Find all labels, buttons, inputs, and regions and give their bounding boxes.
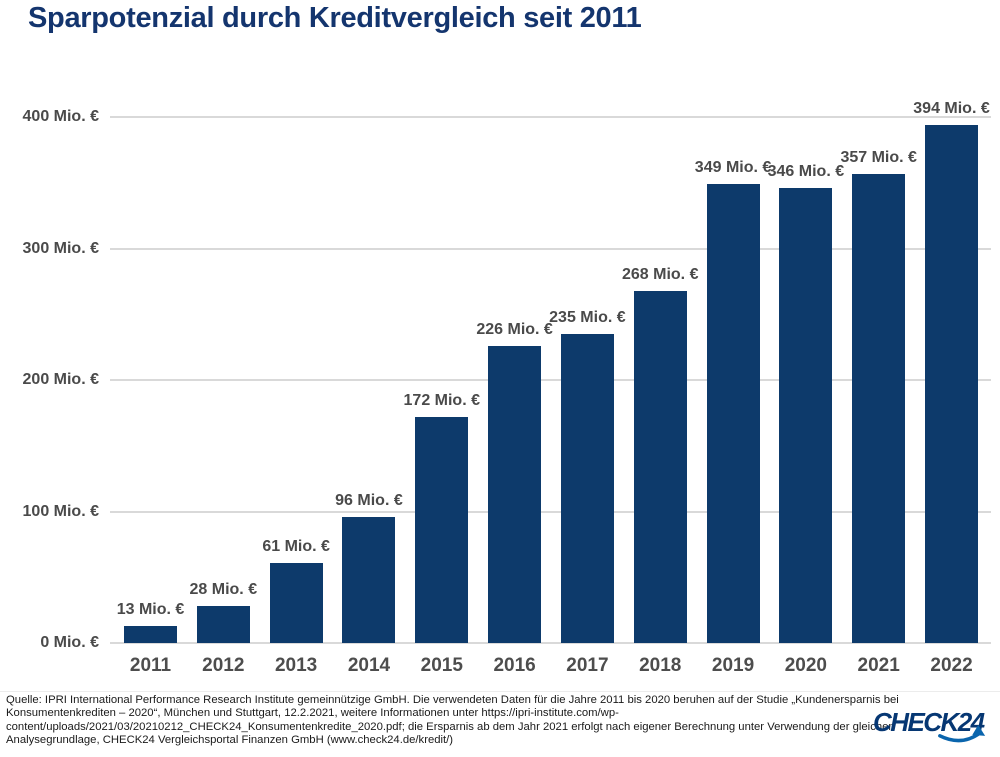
bar-value-label: 13 Mio. € (116, 600, 185, 618)
bar-value-label: 268 Mio. € (621, 265, 699, 283)
source-line: Analysegrundlage, CHECK24 Vergleichsport… (6, 734, 454, 747)
bar-value-label: 172 Mio. € (403, 391, 480, 409)
bar (706, 184, 760, 643)
x-axis-tick-label: 2022 (930, 655, 973, 676)
bar-value-label: 357 Mio. € (840, 148, 917, 166)
bar-value-label: 61 Mio. € (262, 537, 330, 555)
check24-logo: CHECK24 (872, 702, 992, 752)
source-line: Konsumentenkrediten – 2020“, München und… (6, 707, 619, 720)
bar (269, 562, 323, 643)
bar-value-label: 28 Mio. € (189, 581, 258, 599)
source-text: Quelle: IPRI International Performance R… (6, 694, 899, 748)
y-axis-tick-label: 0 Mio. € (40, 634, 99, 651)
logo-text: CHECK24 (873, 707, 986, 737)
y-axis-tick-label: 200 Mio. € (22, 371, 99, 388)
page-title: Sparpotenzial durch Kreditvergleich seit… (28, 2, 642, 34)
x-axis-tick-label: 2021 (857, 655, 900, 676)
source-line: Quelle: IPRI International Performance R… (6, 694, 899, 706)
bar (196, 606, 250, 643)
bar (779, 188, 833, 643)
bar (488, 345, 542, 643)
x-axis-tick-label: 2020 (784, 655, 828, 676)
source-line: content/uploads/2021/03/20210212_CHECK24… (6, 720, 895, 733)
bar-value-label: 394 Mio. € (913, 99, 990, 117)
bar-value-label: 96 Mio. € (335, 491, 403, 509)
y-axis-tick-label: 400 Mio. € (22, 108, 99, 125)
y-axis-tick-label: 300 Mio. € (22, 239, 99, 257)
x-axis-tick-label: 2013 (274, 655, 318, 676)
x-axis-tick-label: 2014 (347, 655, 391, 676)
bar (560, 333, 614, 643)
x-axis-tick-label: 2018 (639, 655, 682, 676)
grid-line (110, 642, 991, 644)
bar (633, 290, 687, 643)
bar-chart: 0 Mio. € 100 Mio. € 200 Mio. € 300 Mio. € 40… (22, 99, 991, 676)
bar (415, 416, 469, 643)
check24-logo-graphic: CHECK24 (873, 707, 987, 743)
grid-line (110, 379, 991, 381)
x-axis-tick-label: 2019 (711, 655, 755, 676)
x-axis-tick-label: 2017 (566, 655, 609, 676)
bar-value-label: 346 Mio. € (767, 163, 845, 180)
bar-value-label: 235 Mio. € (549, 308, 626, 326)
y-axis-tick-label: 100 Mio. € (22, 502, 99, 520)
bar-value-label: 349 Mio. € (694, 159, 772, 177)
x-axis-tick-label: 2015 (420, 655, 463, 676)
bar (124, 625, 177, 643)
bar (852, 173, 906, 643)
x-axis-tick-label: 2016 (493, 655, 536, 676)
grid-line (110, 247, 991, 250)
logo-arrowhead-icon (972, 725, 986, 736)
x-axis-tick-label: 2012 (202, 655, 245, 676)
bar (342, 516, 396, 643)
footer-divider (0, 691, 1000, 692)
bar-value-label: 226 Mio. € (476, 320, 553, 338)
x-axis-tick-label: 2011 (129, 655, 172, 676)
grid-line (110, 116, 991, 118)
grid-line (110, 510, 991, 513)
bar (925, 124, 979, 643)
